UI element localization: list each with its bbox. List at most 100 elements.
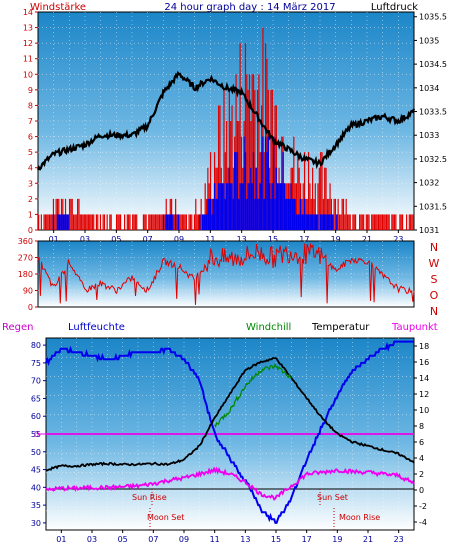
climate-x-axis: 01 03 05 07 09 11 13 15 17 19 21 23 — [56, 530, 404, 544]
compass-label: W — [429, 257, 440, 270]
sun-rise-label: Sun Rise — [132, 493, 167, 502]
direction-tick-label: 360 — [18, 237, 33, 246]
humidity-tick-label: 60 — [31, 412, 41, 421]
rain-label: Regen — [2, 322, 34, 333]
pressure-line — [36, 70, 416, 171]
x-tick-label: 11 — [210, 535, 220, 544]
temperature-tick-label: 12 — [419, 390, 429, 399]
humidity-tick-label: 40 — [31, 483, 41, 492]
wind-tick-label: 12 — [23, 39, 33, 48]
pressure-right-axis: 1031 1031.5 1032 1032.5 1033 1033.5 1034 1034.5… — [414, 13, 447, 235]
temperature-label: Temperatur — [311, 322, 370, 333]
x-tick-label: 23 — [394, 535, 404, 544]
x-tick-label: 17 — [299, 235, 309, 244]
x-tick-label: 01 — [49, 235, 59, 244]
header-left-label: Windstärke — [30, 2, 86, 13]
humidity-tick-label: 65 — [31, 394, 41, 403]
moon-set-label: Moon Set — [147, 513, 184, 522]
moon-rise-label: Moon Rise — [339, 513, 380, 522]
compass-label: O — [430, 289, 439, 302]
x-tick-label: 11 — [205, 235, 215, 244]
temperature-line — [45, 357, 415, 472]
temperature-tick-label: -2 — [419, 502, 427, 511]
temperature-tick-label: 18 — [419, 342, 429, 351]
x-tick-label: 15 — [268, 235, 278, 244]
windchill-label: Windchill — [246, 322, 291, 333]
wind-tick-label: 1 — [28, 210, 33, 219]
wind-tick-label: 0 — [28, 226, 33, 235]
wind-x-axis: 01 03 05 07 09 11 13 15 17 19 21 23 — [49, 230, 403, 244]
temperature-right-axis: -4 -2 0 2 4 6 8 10 12 14 16 18 — [414, 342, 429, 527]
sun-set-label: Sun Set — [317, 493, 348, 502]
compass-label: N — [430, 305, 438, 318]
humidity-tick-label: 30 — [31, 519, 41, 528]
x-tick-label: 21 — [362, 235, 372, 244]
x-tick-label: 01 — [56, 535, 66, 544]
wind-tick-label: 4 — [28, 164, 33, 173]
humidity-tick-label: 75 — [31, 359, 41, 368]
humidity-tick-label: 50 — [31, 448, 41, 457]
humidity-label: Luftfeuchte — [68, 322, 125, 333]
direction-tick-label: 90 — [23, 287, 33, 296]
x-tick-label: 17 — [302, 535, 312, 544]
wind-tick-label: 10 — [23, 70, 33, 79]
temperature-tick-label: 2 — [419, 470, 424, 479]
direction-tick-label: 270 — [18, 254, 33, 263]
humidity-tick-label: 70 — [31, 377, 41, 386]
x-tick-label: 15 — [271, 535, 281, 544]
compass-label: N — [430, 241, 438, 254]
x-tick-label: 09 — [179, 535, 189, 544]
pressure-tick-label: 1032.5 — [419, 155, 447, 164]
compass-label: S — [431, 273, 438, 286]
header-right-label: Luftdruck — [371, 2, 418, 13]
x-tick-label: 19 — [331, 235, 341, 244]
wind-tick-label: 3 — [28, 179, 33, 188]
pressure-tick-label: 1034.5 — [419, 60, 447, 69]
x-tick-label: 05 — [111, 235, 121, 244]
wind-tick-label: 7 — [28, 117, 33, 126]
x-tick-label: 03 — [87, 535, 97, 544]
humidity-tick-label: 35 — [31, 501, 41, 510]
temperature-tick-label: 8 — [419, 422, 424, 431]
humidity-line — [45, 340, 414, 524]
x-tick-label: 21 — [363, 535, 373, 544]
x-tick-label: 09 — [174, 235, 184, 244]
pressure-tick-label: 1031 — [419, 226, 439, 235]
direction-left-axis: 0 90 180 270 360 — [18, 237, 38, 312]
x-tick-label: 13 — [237, 235, 247, 244]
wind-tick-label: 9 — [28, 86, 33, 95]
pressure-tick-label: 1033 — [419, 131, 439, 140]
temperature-tick-label: 10 — [419, 406, 429, 415]
x-tick-label: 07 — [148, 535, 158, 544]
x-tick-label: 19 — [332, 535, 342, 544]
temperature-tick-label: 4 — [419, 454, 424, 463]
pressure-tick-label: 1034 — [419, 84, 439, 93]
pressure-tick-label: 1035.5 — [419, 13, 447, 22]
wind-tick-label: 5 — [28, 148, 33, 157]
temperature-tick-label: 6 — [419, 438, 424, 447]
x-tick-label: 07 — [143, 235, 153, 244]
wind-tick-label: 14 — [23, 8, 33, 17]
pressure-tick-label: 1031.5 — [419, 202, 447, 211]
x-tick-label: 23 — [393, 235, 403, 244]
temperature-tick-label: 16 — [419, 358, 429, 367]
wind-tick-label: 6 — [28, 133, 33, 142]
direction-line — [37, 242, 415, 305]
temperature-tick-label: -4 — [419, 518, 427, 527]
wind-tick-label: 11 — [23, 55, 33, 64]
humidity-tick-label: 80 — [31, 341, 41, 350]
windchill-line — [214, 362, 292, 428]
direction-tick-label: 0 — [28, 303, 33, 312]
humidity-tick-label: 45 — [31, 466, 41, 475]
humidity-tick-label: 55 — [31, 430, 41, 439]
temperature-tick-label: 0 — [419, 486, 424, 495]
pressure-tick-label: 1033.5 — [419, 108, 447, 117]
rain-value: 0 — [34, 430, 39, 439]
x-tick-label: 05 — [118, 535, 128, 544]
temperature-tick-label: 14 — [419, 374, 429, 383]
